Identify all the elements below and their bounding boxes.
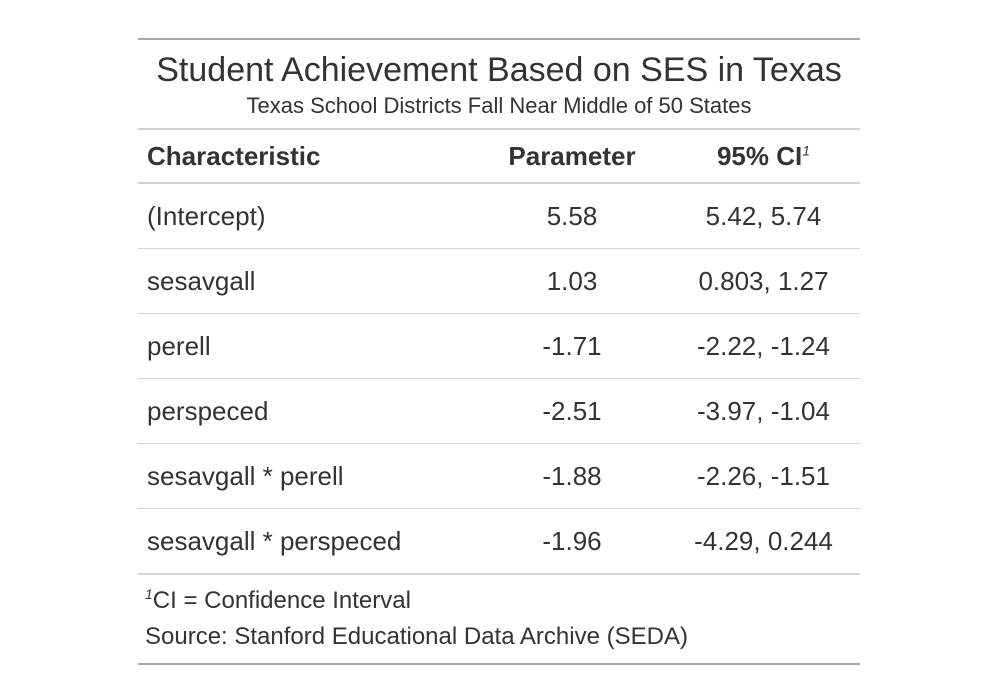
row-parameter: -1.88 xyxy=(542,460,602,491)
footnote-marker: 1 xyxy=(145,586,153,602)
table-subtitle: Texas School Districts Fall Near Middle … xyxy=(246,93,752,118)
row-parameter: -1.71 xyxy=(542,330,602,361)
table-row: sesavgall 1.03 0.803, 1.27 xyxy=(138,249,860,314)
source-note: Source: Stanford Educational Data Archiv… xyxy=(145,623,688,650)
row-ci: -3.97, -1.04 xyxy=(697,395,830,426)
row-ci: -4.29, 0.244 xyxy=(694,525,833,556)
results-table: Student Achievement Based on SES in Texa… xyxy=(138,38,860,665)
row-characteristic: sesavgall * perell xyxy=(147,460,344,491)
footnote-ci: 1CI = Confidence Interval xyxy=(145,585,860,621)
row-characteristic: perell xyxy=(147,330,211,361)
row-characteristic: perspeced xyxy=(147,395,269,426)
row-ci: -2.26, -1.51 xyxy=(697,460,830,491)
table-row: sesavgall * perspeced -1.96 -4.29, 0.244 xyxy=(138,509,860,575)
table-row: perell -1.71 -2.22, -1.24 xyxy=(138,314,860,379)
column-header-characteristic: Characteristic xyxy=(147,140,321,171)
table-row: perspeced -2.51 -3.97, -1.04 xyxy=(138,379,860,444)
row-parameter: 1.03 xyxy=(546,265,598,296)
table-title: Student Achievement Based on SES in Texa… xyxy=(156,51,842,89)
table-row: (Intercept) 5.58 5.42, 5.74 xyxy=(138,184,860,249)
row-ci: -2.22, -1.24 xyxy=(697,330,830,361)
table-footnotes: 1CI = Confidence Interval Source: Stanfo… xyxy=(138,575,860,663)
row-characteristic: sesavgall * perspeced xyxy=(147,525,402,556)
row-ci: 5.42, 5.74 xyxy=(705,200,822,231)
column-header-ci: 95% CI1 xyxy=(667,141,860,172)
row-parameter: -2.51 xyxy=(542,395,602,426)
column-header-row: Characteristic Parameter 95% CI1 xyxy=(138,130,860,184)
row-characteristic: sesavgall xyxy=(147,265,256,296)
row-ci: 0.803, 1.27 xyxy=(698,265,829,296)
row-parameter: -1.96 xyxy=(542,525,602,556)
column-header-parameter: Parameter xyxy=(508,140,636,171)
column-header-ci-label: 95% CI xyxy=(716,140,803,171)
table-heading: Student Achievement Based on SES in Texa… xyxy=(138,40,860,130)
row-parameter: 5.58 xyxy=(546,200,598,231)
table-row: sesavgall * perell -1.88 -2.26, -1.51 xyxy=(138,444,860,509)
row-characteristic: (Intercept) xyxy=(147,200,266,231)
ci-footnote-marker: 1 xyxy=(802,141,811,158)
footnote-text: CI = Confidence Interval xyxy=(152,587,411,614)
